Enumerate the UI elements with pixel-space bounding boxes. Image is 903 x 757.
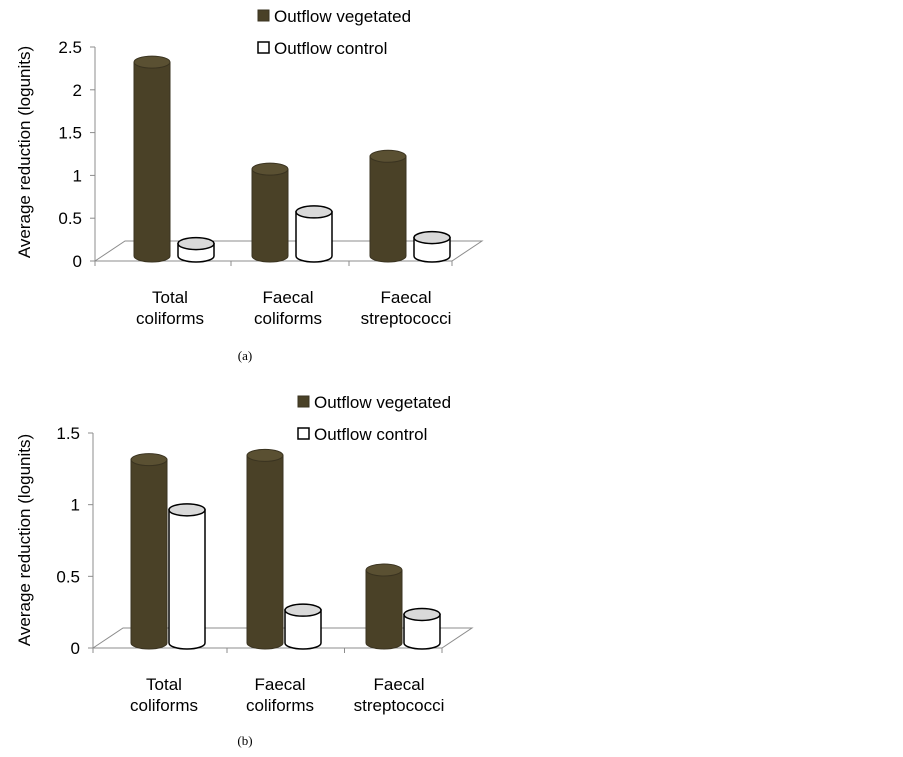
x-category-label: Faecal coliforms	[254, 288, 322, 328]
bar-top	[295, 205, 333, 219]
bar-top	[365, 563, 403, 577]
legend-swatch-vegetated	[257, 9, 270, 22]
y-tick-label: 1	[71, 496, 80, 515]
y-tick-label: 1.5	[58, 124, 82, 143]
x-category-label: Total coliforms	[130, 675, 198, 715]
legend-label: Outflow control	[274, 39, 387, 58]
legend-label: Outflow vegetated	[314, 393, 451, 412]
y-tick-label: 0	[71, 639, 80, 658]
legend-swatch-control	[297, 427, 310, 440]
bar-body	[168, 509, 206, 650]
bar-outflow-vegetated	[130, 453, 168, 650]
bar-top	[251, 162, 289, 176]
bar-top	[284, 603, 322, 617]
bar-top	[168, 503, 206, 517]
y-tick-label: 0.5	[58, 209, 82, 228]
bar-body	[295, 211, 333, 263]
bar-outflow-control	[177, 236, 215, 263]
y-tick-label: 2.5	[58, 38, 82, 57]
bar-body	[133, 61, 171, 263]
y-tick-label: 1	[73, 166, 82, 185]
legend-label: Outflow control	[314, 425, 427, 444]
y-tick-label: 0.5	[56, 567, 80, 586]
y-tick-label: 0	[73, 252, 82, 271]
panel-caption: (b)	[237, 733, 252, 748]
bar-top	[133, 55, 171, 69]
x-category-label: Faecal streptococci	[361, 288, 452, 328]
x-category-label: Faecal streptococci	[354, 675, 445, 715]
bar-body	[413, 236, 451, 263]
bar-top	[413, 230, 451, 245]
bar-top	[369, 149, 407, 163]
panel-caption: (a)	[238, 348, 252, 363]
bar-top	[403, 607, 441, 622]
bar-body	[251, 168, 289, 263]
legend-swatch-vegetated	[297, 395, 310, 408]
bar-body	[130, 459, 168, 650]
bar-outflow-control	[284, 603, 322, 650]
chart-panel-1: 0 0.5 1 1.5 2 2.5 Average reduction (logunits)…	[15, 7, 484, 363]
y-axis-title: Average reduction (logunits)	[15, 434, 34, 646]
x-category-label: Faecal coliforms	[246, 675, 314, 715]
bar-outflow-vegetated	[251, 162, 289, 263]
bar-outflow-vegetated	[369, 149, 407, 263]
bar-body	[365, 569, 403, 650]
bar-top	[177, 236, 215, 251]
bar-body	[284, 609, 322, 650]
bar-outflow-control	[295, 205, 333, 263]
bar-outflow-vegetated	[246, 448, 284, 650]
bar-outflow-vegetated	[133, 55, 171, 263]
bar-outflow-vegetated	[365, 563, 403, 650]
bar-outflow-control	[413, 230, 451, 263]
bar-body	[369, 155, 407, 263]
bar-outflow-control	[168, 503, 206, 650]
bar-top	[246, 448, 284, 462]
y-tick-label: 2	[73, 81, 82, 100]
legend-label: Outflow vegetated	[274, 7, 411, 26]
y-tick-label: 1.5	[56, 424, 80, 443]
bar-outflow-control	[403, 607, 441, 650]
bar-body	[246, 454, 284, 650]
bar-body	[403, 613, 441, 650]
legend-swatch-control	[257, 41, 270, 54]
chart-panel-2: 0 0.5 1 1.5 Average reduction (logunits) Tota…	[15, 393, 474, 748]
bar-top	[130, 453, 168, 467]
x-category-label: Total coliforms	[136, 288, 204, 328]
y-axis-title: Average reduction (logunits)	[15, 46, 34, 258]
